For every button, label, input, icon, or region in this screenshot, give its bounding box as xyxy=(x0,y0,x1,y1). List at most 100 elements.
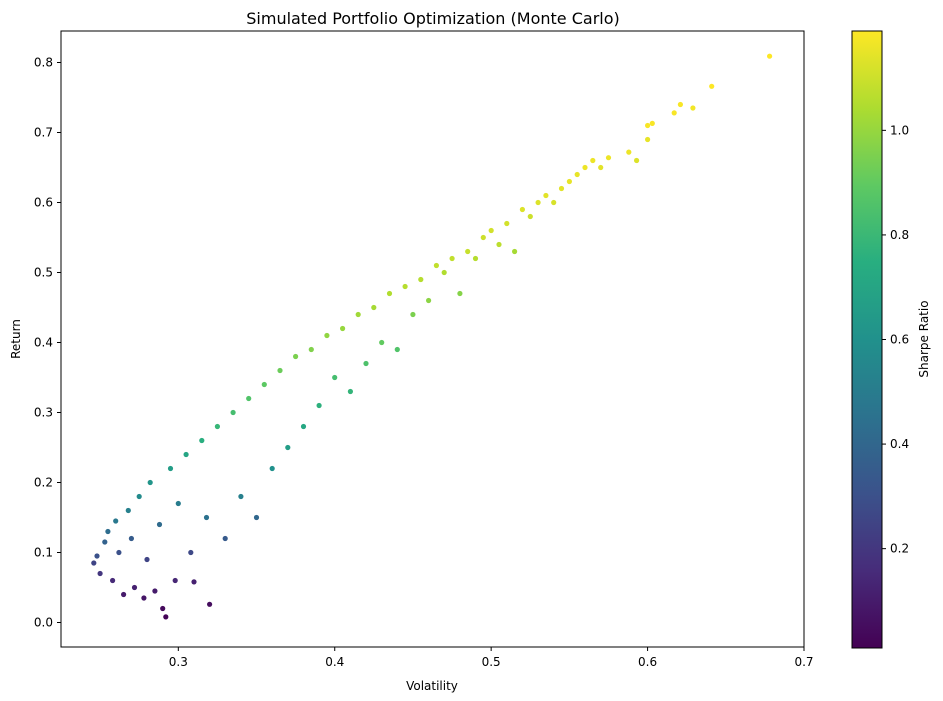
colorbar-tick-label: 1.0 xyxy=(890,123,909,137)
plot-frame xyxy=(60,30,805,648)
scatter-point-37 xyxy=(277,367,283,374)
scatter-point-73 xyxy=(558,185,565,192)
scatter-point-67 xyxy=(511,248,518,255)
scatter-point-11 xyxy=(131,584,138,591)
scatter-point-32 xyxy=(238,493,244,500)
scatter-point-44 xyxy=(332,374,338,381)
scatter-point-74 xyxy=(566,178,573,185)
scatter-point-71 xyxy=(543,192,549,199)
scatter-point-84 xyxy=(649,120,655,126)
scatter-point-14 xyxy=(144,556,150,563)
scatter-point-57 xyxy=(433,262,439,269)
scatter-point-49 xyxy=(371,304,377,311)
scatter-point-25 xyxy=(191,579,197,585)
scatter-point-79 xyxy=(605,155,612,161)
scatter-point-61 xyxy=(465,248,471,255)
scatter-point-76 xyxy=(582,164,588,171)
scatter-point-70 xyxy=(535,199,541,206)
scatter-point-18 xyxy=(160,605,166,612)
scatter-point-80 xyxy=(626,149,632,155)
scatter-point-29 xyxy=(214,423,220,430)
scatter-point-22 xyxy=(175,500,181,507)
scatter-point-58 xyxy=(441,269,447,276)
y-axis-label: Return xyxy=(9,319,23,359)
scatter-point-59 xyxy=(449,255,455,262)
scatter-point-62 xyxy=(472,255,479,262)
scatter-point-35 xyxy=(261,381,267,388)
scatter-point-27 xyxy=(203,514,210,521)
y-tick-label: 0.8 xyxy=(34,56,53,70)
y-tick-label: 0.6 xyxy=(34,196,53,210)
scatter-point-46 xyxy=(347,388,353,395)
scatter-point-10 xyxy=(128,535,134,542)
scatter-point-77 xyxy=(590,157,596,164)
scatter-point-86 xyxy=(677,101,684,108)
scatter-point-33 xyxy=(246,395,252,402)
scatter-point-60 xyxy=(457,290,463,297)
y-axis-ticks: 0.0 0.1 0.2 0.3 0.4 0.5 0.6 0.7 0.8 xyxy=(34,56,61,630)
scatter-point-43 xyxy=(324,332,330,339)
colorbar-tick-label: 0.2 xyxy=(890,542,909,556)
x-tick-label: 0.3 xyxy=(169,655,188,669)
y-tick-label: 0.2 xyxy=(34,476,53,490)
scatter-point-52 xyxy=(394,346,400,353)
scatter-point-24 xyxy=(188,549,194,556)
colorbar xyxy=(851,30,883,649)
scatter-point-69 xyxy=(527,213,533,220)
scatter-point-87 xyxy=(690,105,696,111)
scatter-point-36 xyxy=(269,465,275,472)
colorbar-tick-label: 0.4 xyxy=(890,437,909,451)
scatter-point-12 xyxy=(136,493,142,500)
scatter-point-2 xyxy=(97,570,103,577)
colorbar-tick-label: 0.8 xyxy=(890,228,909,242)
scatter-point-40 xyxy=(300,423,307,430)
scatter-point-64 xyxy=(488,227,494,234)
scatter-point-31 xyxy=(230,409,236,416)
colorbar-tick-label: 0.6 xyxy=(890,333,909,347)
scatter-point-55 xyxy=(418,276,424,283)
scatter-point-8 xyxy=(121,591,127,598)
scatter-point-39 xyxy=(293,353,299,360)
scatter-point-28 xyxy=(207,601,213,607)
y-tick-label: 0.5 xyxy=(34,266,53,280)
scatter-point-56 xyxy=(426,297,432,304)
colorbar-ticks: 0.2 0.4 0.6 0.8 1.0 xyxy=(882,123,909,556)
y-tick-label: 0.7 xyxy=(34,126,53,140)
y-tick-label: 0.1 xyxy=(34,546,53,560)
scatter-point-68 xyxy=(519,206,526,213)
scatter-point-47 xyxy=(355,311,361,318)
scatter-points xyxy=(91,53,773,620)
scatter-point-50 xyxy=(379,339,385,346)
colorbar-label: Sharpe Ratio xyxy=(917,300,931,377)
x-axis-label: Volatility xyxy=(406,679,458,693)
scatter-point-15 xyxy=(147,479,153,486)
y-tick-label: 0.3 xyxy=(34,406,53,420)
scatter-point-38 xyxy=(285,444,291,451)
scatter-point-82 xyxy=(645,122,651,129)
scatter-point-13 xyxy=(141,595,147,601)
scatter-point-88 xyxy=(709,83,715,89)
scatter-point-89 xyxy=(767,53,773,59)
scatter-point-45 xyxy=(340,325,346,332)
scatter-point-65 xyxy=(496,241,502,248)
scatter-point-54 xyxy=(410,311,416,318)
scatter-point-5 xyxy=(110,577,116,584)
scatter-point-51 xyxy=(386,290,393,297)
scatter-point-17 xyxy=(156,521,163,528)
scatter-point-4 xyxy=(105,528,111,535)
scatter-point-3 xyxy=(102,539,108,545)
y-tick-label: 0.0 xyxy=(34,616,53,630)
scatter-point-20 xyxy=(167,465,174,472)
scatter-point-7 xyxy=(116,549,122,556)
scatter-point-16 xyxy=(152,588,158,594)
scatter-point-63 xyxy=(480,234,486,241)
x-tick-label: 0.5 xyxy=(482,655,501,669)
scatter-point-30 xyxy=(222,535,228,542)
scatter-point-85 xyxy=(671,110,677,116)
scatter-point-1 xyxy=(94,553,100,559)
chart-title: Simulated Portfolio Optimization (Monte … xyxy=(246,9,620,28)
scatter-point-75 xyxy=(574,171,580,178)
scatter-point-0 xyxy=(91,560,97,566)
scatter-point-42 xyxy=(316,402,322,409)
